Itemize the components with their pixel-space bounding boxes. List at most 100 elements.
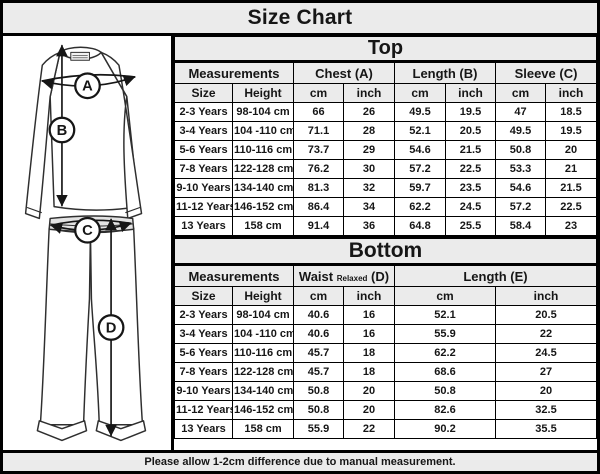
value-cell: 68.6 [394,362,496,382]
size-cell: 7-8 Years [174,159,233,179]
column-header-cm: cm [293,286,344,306]
value-cell: 22.5 [445,159,496,179]
value-cell: 28 [343,121,395,141]
column-header-inch: inch [545,83,597,103]
neck-tag-lines [72,55,88,59]
column-header-measurements: Measurements [174,61,294,84]
value-cell: 45.7 [293,343,344,363]
size-cell: 13 Years [174,419,233,439]
size-cell: 7-8 Years [174,362,233,382]
size-cell: 2-3 Years [174,102,233,122]
value-cell: 66 [293,102,344,122]
value-cell: 22 [495,324,597,344]
value-cell: 21.5 [545,178,597,198]
height-cell: 104 -110 cm [232,121,294,141]
bottom-table-title: Bottom [174,236,597,266]
value-cell: 82.6 [394,400,496,420]
value-cell: 45.7 [293,362,344,382]
garment-illustration: A B C D [24,44,147,442]
height-cell: 110-116 cm [232,343,294,363]
main-content: A B C D [3,36,597,450]
top-length-badge-letter: B [57,123,68,139]
value-cell: 40.6 [293,305,344,325]
table-row: 13 Years 158 cm 91.4 36 64.8 25.5 58.4 23 [174,216,597,236]
value-cell: 20 [343,381,395,401]
table-row: 9-10 Years 134-140 cm 81.3 32 59.7 23.5 54.6 21… [174,178,597,198]
pants-left-leg [39,227,92,426]
value-cell: 20 [545,140,597,160]
page-title: Size Chart [3,3,597,36]
value-cell: 49.5 [394,102,446,122]
table-row: 3-4 Years 104 -110 cm 40.6 16 55.9 22 [174,324,597,344]
value-cell: 22.5 [545,197,597,217]
value-cell: 76.2 [293,159,344,179]
table-row: 13 Years 158 cm 55.9 22 90.2 35.5 [174,419,597,439]
column-header-inch: inch [495,286,597,306]
height-cell: 146-152 cm [232,400,294,420]
value-cell: 50.8 [293,400,344,420]
size-cell: 3-4 Years [174,121,233,141]
value-cell: 55.9 [394,324,496,344]
top-length-badge [48,116,76,144]
chest-badge [74,72,101,100]
footer-note: Please allow 1-2cm difference due to man… [3,450,597,471]
table-row: 5-6 Years 110-116 cm 73.7 29 54.6 21.5 50.8 20 [174,140,597,160]
height-cell: 158 cm [232,419,294,439]
column-header-inch: inch [343,286,395,306]
value-cell: 57.2 [394,159,446,179]
value-cell: 55.9 [293,419,344,439]
value-cell: 25.5 [445,216,496,236]
chest-badge-letter: A [82,79,93,95]
garment-illustration-pane: A B C D [3,36,174,450]
value-cell: 35.5 [495,419,597,439]
bottom-table-title-row: Bottom [174,236,597,266]
top-garment-drawing [24,46,143,220]
value-cell: 29 [343,140,395,160]
value-cell: 24.5 [445,197,496,217]
column-header-cm: cm [394,83,446,103]
value-cell: 62.2 [394,343,496,363]
value-cell: 90.2 [394,419,496,439]
value-cell: 54.6 [394,140,446,160]
size-cell: 5-6 Years [174,140,233,160]
value-cell: 50.8 [293,381,344,401]
value-cell: 20.5 [445,121,496,141]
size-cell: 11-12 Years [174,197,233,217]
value-cell: 73.7 [293,140,344,160]
value-cell: 20 [495,381,597,401]
value-cell: 16 [343,305,395,325]
value-cell: 40.6 [293,324,344,344]
value-cell: 64.8 [394,216,446,236]
value-cell: 47 [495,102,546,122]
value-cell: 19.5 [445,102,496,122]
value-cell: 19.5 [545,121,597,141]
table-row: 2-3 Years 98-104 cm 66 26 49.5 19.5 47 18.5 [174,102,597,122]
tables-pane: Top Measurements Chest (A) Length (B) Sl… [174,36,597,450]
value-cell: 52.1 [394,305,496,325]
pants-left-cuff [36,420,88,442]
column-header-length: Length (B) [394,61,496,84]
top-sub-header-row: Size Height cm inch cm inch cm inch [174,83,597,103]
table-row: 9-10 Years 134-140 cm 50.8 20 50.8 20 [174,381,597,401]
column-header-height: Height [232,286,294,306]
value-cell: 81.3 [293,178,344,198]
value-cell: 71.1 [293,121,344,141]
top-table-title-row: Top [174,36,597,63]
height-cell: 146-152 cm [232,197,294,217]
column-header-sleeve: Sleeve (C) [495,61,597,84]
size-cell: 11-12 Years [174,400,233,420]
height-cell: 122-128 cm [232,159,294,179]
top-table-title: Top [174,36,597,63]
value-cell: 49.5 [495,121,546,141]
size-cell: 13 Years [174,216,233,236]
value-cell: 50.8 [394,381,496,401]
top-size-table: Top Measurements Chest (A) Length (B) Sl… [174,36,597,236]
size-cell: 2-3 Years [174,305,233,325]
shirt-collar [59,46,102,54]
value-cell: 23.5 [445,178,496,198]
shirt-left-sleeve [24,51,61,220]
height-cell: 110-116 cm [232,140,294,160]
waist-badge [74,216,101,244]
value-cell: 91.4 [293,216,344,236]
